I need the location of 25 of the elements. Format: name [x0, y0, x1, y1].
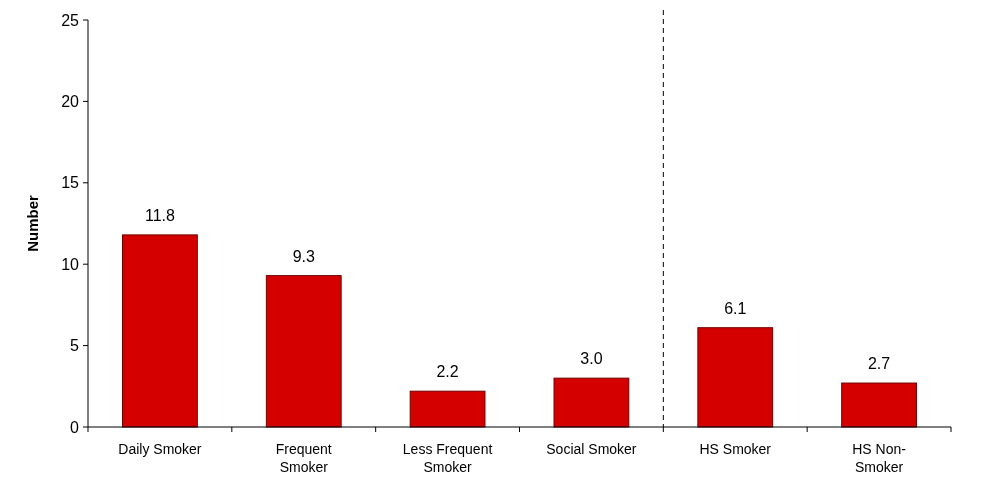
x-tick-label: Frequent Smoker [275, 441, 332, 475]
data-label: 9.3 [292, 247, 315, 265]
y-tick-label: 15 [61, 174, 80, 192]
data-label: 3.0 [580, 350, 603, 368]
x-tick-label: HS Smoker [699, 441, 772, 457]
bar [122, 234, 198, 428]
y-tick-label: 0 [70, 418, 80, 436]
x-tick-label: HS Non-Smoker [852, 441, 907, 475]
y-tick-label: 20 [61, 93, 80, 110]
data-label: 2.2 [436, 363, 459, 381]
y-tick-label: 25 [61, 11, 80, 29]
bar [841, 382, 917, 428]
bar [553, 377, 630, 428]
data-label: 6.1 [724, 299, 747, 317]
bar [265, 275, 342, 428]
x-tick-label: Social Smoker [546, 441, 637, 457]
data-label: 2.7 [867, 355, 891, 373]
y-tick-label: 10 [61, 255, 80, 273]
y-axis-title: Number [24, 195, 41, 252]
bar [697, 327, 774, 428]
y-tick-label: 5 [70, 337, 80, 355]
bar [409, 390, 486, 428]
x-tick-label: Less Frequent Smoker [402, 441, 493, 475]
data-label: 11.8 [144, 206, 175, 224]
x-tick-label: Daily Smoker [118, 441, 202, 457]
